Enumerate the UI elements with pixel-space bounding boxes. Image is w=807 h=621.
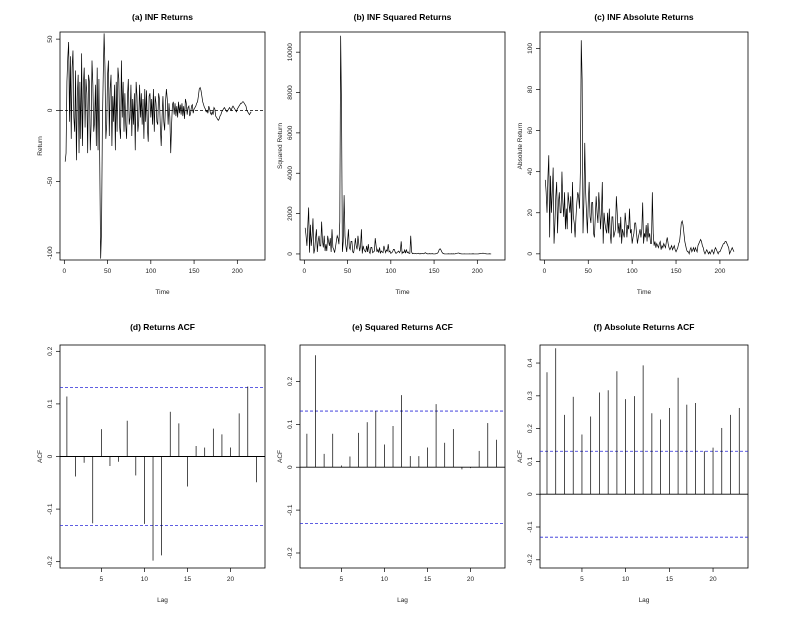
x-tick-label: 0 [303, 268, 307, 275]
plot-frame [299, 344, 506, 569]
y-tick-label: 100 [527, 43, 534, 54]
x-tick-label: 5 [580, 576, 584, 583]
y-tick-label: 0 [47, 454, 54, 458]
y-tick-label: 20 [527, 209, 534, 217]
y-tick-label: 60 [527, 127, 534, 135]
x-axis-label: Time [637, 289, 652, 296]
x-tick-label: 200 [472, 268, 483, 275]
x-axis-label: Lag [157, 597, 168, 604]
x-tick-label: 15 [184, 576, 192, 583]
x-tick-label: 100 [145, 268, 156, 275]
y-tick-label: 0 [287, 465, 294, 469]
series-line [64, 33, 252, 259]
y-axis-label: Squared Return [277, 123, 284, 169]
y-tick-label: 0.1 [287, 419, 294, 428]
chart-title: (e) Squared Returns ACF [352, 322, 453, 332]
plot-frame [539, 344, 749, 569]
chart-title: (d) Returns ACF [130, 322, 195, 332]
y-tick-label: -0.1 [47, 503, 54, 515]
x-tick-label: 20 [467, 576, 475, 583]
y-tick-label: -0.2 [47, 556, 54, 568]
x-tick-label: 20 [709, 576, 717, 583]
x-axis-label: Lag [639, 597, 650, 604]
y-tick-label: 0 [527, 492, 534, 496]
y-axis-label: Absolute Return [517, 122, 524, 169]
y-tick-label: 0 [527, 252, 534, 256]
x-axis-label: Lag [397, 597, 408, 604]
y-tick-label: 4000 [287, 166, 294, 181]
x-tick-label: 10 [381, 576, 389, 583]
y-tick-label: 0.2 [287, 377, 294, 386]
x-tick-label: 150 [189, 268, 200, 275]
chart-panel-4: (d) Returns ACF 5 10 15 20 -0.2 -0.1 0 0.1 0.2 Lag… [37, 322, 266, 604]
y-tick-label: 8000 [287, 85, 294, 100]
x-tick-label: 5 [100, 576, 104, 583]
chart-title: (c) INF Absolute Returns [594, 12, 694, 22]
x-tick-label: 10 [141, 576, 149, 583]
x-tick-label: 15 [666, 576, 674, 583]
y-tick-label: 0.4 [527, 358, 534, 367]
x-axis-label: Time [155, 289, 170, 296]
y-tick-label: 0 [287, 252, 294, 256]
y-tick-label: 6000 [287, 125, 294, 140]
x-tick-label: 50 [344, 268, 352, 275]
chart-panel-3: (c) INF Absolute Returns 0 50 100 150 200 0 20 4… [517, 12, 749, 296]
y-tick-label: 0.1 [527, 457, 534, 466]
y-tick-label: 0.2 [527, 424, 534, 433]
plot-frame [59, 31, 266, 261]
y-tick-label: 0 [47, 108, 54, 112]
chart-panel-1: (a) INF Returns 0 50 100 150 200 -100 -50 0 50 Tim… [37, 12, 266, 296]
x-tick-label: 200 [232, 268, 243, 275]
chart-title: (b) INF Squared Returns [354, 12, 452, 22]
series-line [544, 40, 735, 256]
x-tick-label: 20 [227, 576, 235, 583]
y-tick-label: 0.1 [47, 399, 54, 408]
y-tick-label: 40 [527, 168, 534, 176]
y-tick-label: 50 [47, 35, 54, 43]
x-tick-label: 100 [627, 268, 638, 275]
chart-title: (f) Absolute Returns ACF [594, 322, 695, 332]
y-tick-label: -50 [47, 177, 54, 187]
x-tick-label: 50 [585, 268, 593, 275]
x-tick-label: 0 [63, 268, 67, 275]
x-axis-label: Time [395, 289, 410, 296]
x-tick-label: 0 [543, 268, 547, 275]
y-tick-label: 80 [527, 86, 534, 94]
y-tick-label: -0.1 [287, 504, 294, 516]
chart-title: (a) INF Returns [132, 12, 193, 22]
y-axis-label: ACF [37, 450, 44, 463]
x-tick-label: 10 [622, 576, 630, 583]
plot-frame [539, 31, 749, 261]
y-axis-label: ACF [277, 450, 284, 463]
plot-frame [299, 31, 506, 261]
chart-panel-5: (e) Squared Returns ACF 5 10 15 20 -0.2 -0.1 0 0… [277, 322, 506, 604]
y-tick-label: -100 [47, 246, 54, 259]
y-tick-label: -0.2 [287, 547, 294, 559]
series-line [304, 35, 492, 255]
y-axis-label: Return [37, 136, 44, 156]
y-tick-label: 10000 [287, 43, 294, 61]
chart-panel-6: (f) Absolute Returns ACF 5 10 15 20 -0.2 -0.1 0… [517, 322, 749, 604]
x-tick-label: 50 [104, 268, 112, 275]
x-tick-label: 150 [429, 268, 440, 275]
x-tick-label: 5 [340, 576, 344, 583]
y-tick-label: 0.3 [527, 391, 534, 400]
x-tick-label: 200 [714, 268, 725, 275]
y-tick-label: 0.2 [47, 346, 54, 355]
y-tick-label: 2000 [287, 206, 294, 221]
x-tick-label: 15 [424, 576, 432, 583]
y-axis-label: ACF [517, 450, 524, 463]
y-tick-label: -0.2 [527, 554, 534, 566]
x-tick-label: 150 [671, 268, 682, 275]
x-tick-label: 100 [385, 268, 396, 275]
y-tick-label: -0.1 [527, 521, 534, 533]
